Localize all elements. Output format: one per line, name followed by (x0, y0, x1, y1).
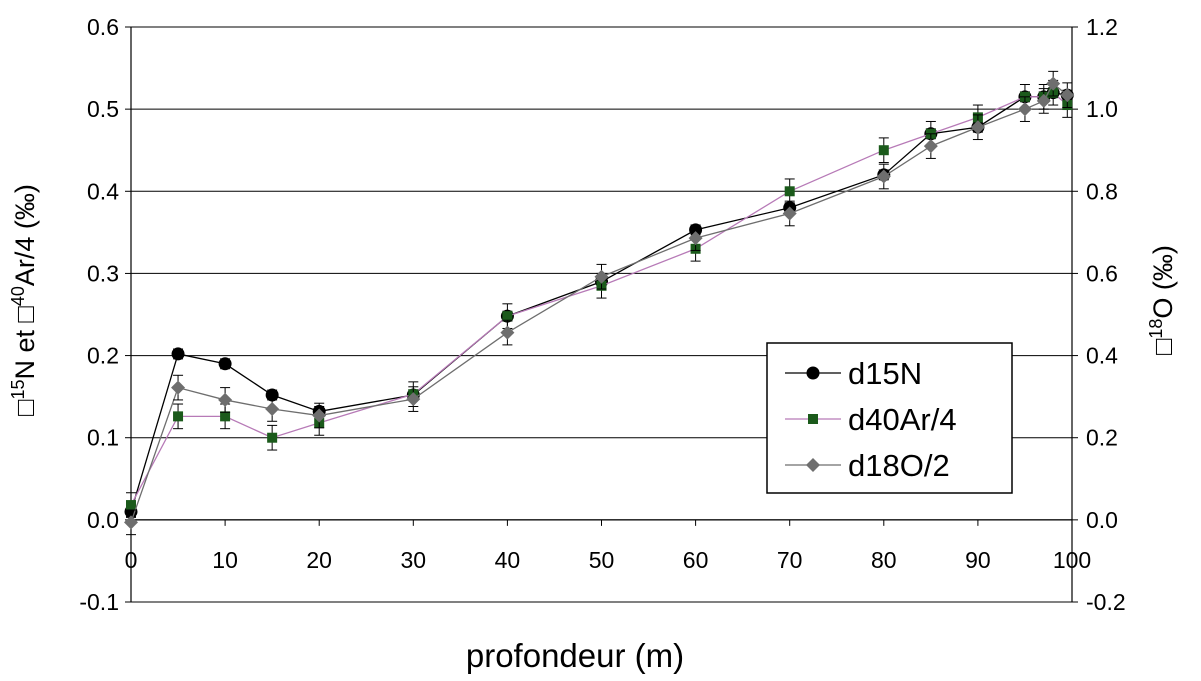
y-right-tick-label: 1.2 (1086, 14, 1118, 40)
data-point-d18o2 (218, 392, 233, 407)
y-right-tick-label: 0.2 (1086, 425, 1118, 451)
data-point-d15n (171, 347, 185, 361)
x-tick-label: 100 (1053, 547, 1091, 573)
y-left-title-mid: N et (10, 322, 40, 379)
data-point-d18o2 (406, 392, 421, 407)
x-tick-label: 80 (871, 547, 897, 573)
data-point-d18o2 (124, 515, 138, 530)
data-point-d40ar4 (267, 432, 278, 443)
data-point-d40ar4 (784, 186, 795, 197)
y-right-tick-label: -0.2 (1086, 589, 1126, 615)
legend-item-d18o: d18O/2 (785, 448, 950, 483)
data-point-d15n (265, 388, 279, 402)
y-right-title-symbol: □ (1148, 338, 1178, 355)
series-d18o2 (124, 70, 1075, 536)
data-point-d18o2 (1017, 102, 1032, 117)
legend-item-d40ar: d40Ar/4 (785, 402, 957, 437)
legend-item-d15n: d15N (785, 356, 922, 391)
data-point-d18o2 (782, 206, 797, 221)
y-left-title-symbol: □ (10, 399, 40, 416)
legend-box (766, 342, 1013, 494)
x-tick-label: 20 (306, 547, 332, 573)
data-point-d18o2 (265, 401, 280, 416)
x-tick-label: 10 (212, 547, 238, 573)
y-left-title-sup1: 15 (8, 380, 28, 400)
data-point-d18o2 (171, 380, 186, 395)
series-layer (124, 70, 1075, 536)
data-point-d18o2 (1060, 88, 1075, 103)
data-point-d40ar4 (220, 411, 231, 422)
data-point-d40ar4 (173, 411, 184, 422)
data-point-d40ar4 (126, 500, 136, 511)
y-left-tick-label: 0.6 (87, 14, 119, 40)
y-left-title-symbol-2: □ (10, 305, 40, 322)
y-right-title-sup: 18 (1146, 319, 1166, 339)
data-point-d18o2 (876, 169, 891, 184)
data-point-d18o2 (500, 325, 515, 340)
y-right-tick-label: 0.4 (1086, 343, 1118, 369)
y-left-tick-label: -0.1 (79, 589, 119, 615)
legend-marker-d15n (806, 366, 820, 380)
legend-marker-d40ar (808, 414, 818, 424)
y-left-title-sup2: 40 (8, 286, 28, 306)
y-axis-title-right: □18O (‰) (1146, 245, 1178, 355)
y-left-tick-label: 0.0 (87, 507, 119, 533)
legend-label-d18o: d18O/2 (848, 448, 950, 483)
data-point-d18o2 (970, 120, 985, 135)
y-left-tick-label: 0.3 (87, 260, 119, 286)
legend-marker-d18o (806, 458, 820, 472)
y-right-tick-label: 0.6 (1086, 260, 1118, 286)
data-point-d18o2 (312, 408, 327, 423)
y-right-tick-label: 0.8 (1086, 178, 1118, 204)
x-tick-label: 90 (965, 547, 991, 573)
y-right-title-post: O (‰) (1148, 245, 1178, 319)
data-point-d40ar4 (878, 145, 889, 156)
x-axis-title: profondeur (m) (466, 637, 684, 674)
y-left-tick-label: 0.2 (87, 343, 119, 369)
data-point-d18o2 (1046, 76, 1061, 91)
y-left-tick-label: 0.1 (87, 425, 119, 451)
x-tick-label: 0 (125, 547, 138, 573)
data-point-d18o2 (923, 139, 938, 154)
x-tick-label: 40 (495, 547, 521, 573)
x-tick-label: 50 (589, 547, 615, 573)
data-point-d18o2 (594, 269, 609, 284)
legend-label-d15n: d15N (848, 356, 922, 391)
y-left-tick-label: 0.4 (87, 178, 119, 204)
data-point-d18o2 (1036, 93, 1051, 108)
y-left-tick-label: 0.5 (87, 96, 119, 122)
data-point-d18o2 (688, 231, 703, 246)
legend: d15N d40Ar/4 d18O/2 (766, 342, 1013, 494)
tick-labels: -0.1 0.0 0.1 0.2 0.3 0.4 0.5 0.6 -0.2 0.0 0.2 0.4 0.… (79, 14, 1125, 615)
x-tick-label: 30 (401, 547, 427, 573)
x-tick-label: 60 (683, 547, 709, 573)
axes (125, 26, 1078, 603)
y-right-tick-label: 0.0 (1086, 507, 1118, 533)
data-point-d15n (218, 357, 232, 371)
legend-label-d40ar: d40Ar/4 (848, 402, 957, 437)
data-point-d40ar4 (502, 311, 513, 322)
y-left-title-post: Ar/4 (‰) (10, 184, 40, 286)
y-right-tick-label: 1.0 (1086, 96, 1118, 122)
y-axis-title-left: □15N et □40Ar/4 (‰) (8, 184, 40, 416)
x-tick-label: 70 (777, 547, 803, 573)
